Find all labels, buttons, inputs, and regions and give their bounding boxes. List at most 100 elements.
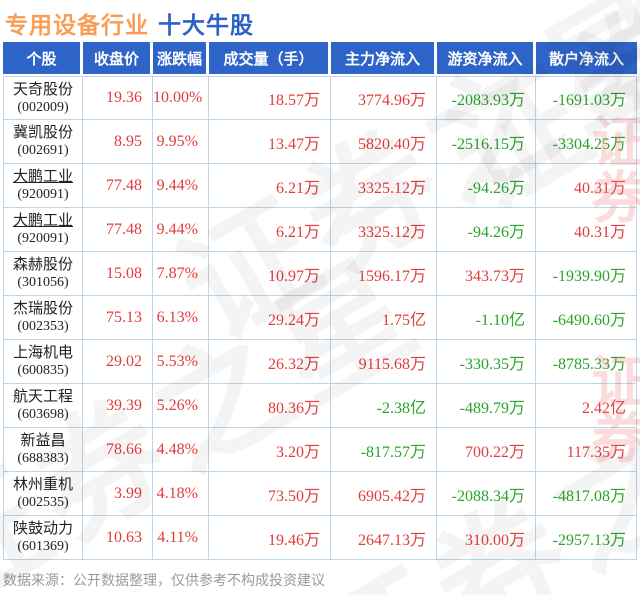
table-row: 新益昌 (688383) 78.66 4.48% 3.20万 -817.57万 700.22… — [3, 428, 637, 472]
cell-retail: -8785.33万 — [536, 340, 637, 384]
table-row: 森赫股份 (301056) 15.08 7.87% 10.97万 1596.17万 343.… — [3, 252, 637, 296]
table-row: 大鹏工业 (920091) 77.48 9.44% 6.21万 3325.12万 -94.2… — [3, 164, 637, 208]
cell-hot: -94.26万 — [437, 164, 536, 208]
title-suffix: 十大牛股 — [158, 12, 254, 38]
cell-main: 3774.96万 — [331, 76, 437, 120]
cell-volume: 73.50万 — [209, 472, 331, 516]
table-row: 林州重机 (002535) 3.99 4.18% 73.50万 6905.42万 -2088… — [3, 472, 637, 516]
stock-name-cell: 陕鼓动力 (601369) — [3, 516, 83, 560]
cell-main: 5820.40万 — [331, 120, 437, 164]
stock-name: 天奇股份 — [12, 80, 73, 98]
stock-name-cell: 天奇股份 (002009) — [3, 76, 83, 120]
cell-retail: 40.31万 — [536, 208, 637, 252]
table-row: 冀凯股份 (002691) 8.95 9.95% 13.47万 5820.40万 -2516… — [3, 120, 637, 164]
cell-retail: -6490.60万 — [536, 296, 637, 340]
stock-name: 杰瑞股份 — [12, 300, 73, 317]
cell-volume: 6.21万 — [209, 208, 331, 252]
stock-name-cell: 航天工程 (603698) — [3, 384, 83, 428]
cell-hot: -2516.15万 — [437, 120, 536, 164]
stock-name-cell: 大鹏工业 (920091) — [3, 164, 83, 208]
table-row: 大鹏工业 (920091) 77.48 9.44% 6.21万 3325.12万 -94.2… — [3, 208, 637, 252]
cell-hot: 343.73万 — [437, 252, 536, 296]
cell-hot: -1.10亿 — [437, 296, 536, 340]
cell-volume: 80.36万 — [209, 384, 331, 428]
column-header: 涨跌幅 — [153, 42, 209, 76]
stock-code: (920091) — [17, 187, 69, 202]
stock-table: 个股 收盘价 涨跌幅 成交量（手） 主力净流入 游资净流入 散户净流入 天奇股份 (00200… — [3, 42, 637, 560]
cell-hot: -2083.93万 — [437, 76, 536, 120]
cell-volume: 3.20万 — [209, 428, 331, 472]
stock-code: (002353) — [17, 319, 69, 334]
cell-main: -2.38亿 — [331, 384, 437, 428]
cell-retail: -1691.03万 — [536, 76, 637, 120]
cell-retail: -3304.25万 — [536, 120, 637, 164]
cell-close: 77.48 — [83, 164, 153, 208]
column-header: 个股 — [3, 42, 83, 76]
cell-close: 39.39 — [83, 384, 153, 428]
cell-main: 3325.12万 — [331, 208, 437, 252]
cell-retail: -1939.90万 — [536, 252, 637, 296]
stock-table-body: 天奇股份 (002009) 19.36 10.00% 18.57万 3774.96万 -20… — [3, 76, 637, 560]
stock-code: (301056) — [17, 275, 69, 290]
page-title: 专用设备行业 十大牛股 — [5, 6, 254, 40]
cell-change: 5.53% — [153, 340, 209, 384]
cell-close: 10.63 — [83, 516, 153, 560]
stock-name[interactable]: 大鹏工业 — [12, 168, 73, 185]
stock-name: 森赫股份 — [12, 256, 73, 273]
stock-code: (920091) — [17, 231, 69, 246]
table-row: 上海机电 (600835) 29.02 5.53% 26.32万 9115.68万 -330… — [3, 340, 637, 384]
table-row: 航天工程 (603698) 39.39 5.26% 80.36万 -2.38亿 -489.7… — [3, 384, 637, 428]
stock-name-cell: 上海机电 (600835) — [3, 340, 83, 384]
cell-close: 78.66 — [83, 428, 153, 472]
cell-change: 4.18% — [153, 472, 209, 516]
data-source-disclaimer: 数据来源：公开数据整理，仅供参考不构成投资建议 — [3, 572, 325, 588]
cell-volume: 29.24万 — [209, 296, 331, 340]
stock-table-header: 个股 收盘价 涨跌幅 成交量（手） 主力净流入 游资净流入 散户净流入 — [3, 42, 637, 76]
cell-main: 1.75亿 — [331, 296, 437, 340]
cell-main: 6905.42万 — [331, 472, 437, 516]
cell-change: 9.44% — [153, 164, 209, 208]
stock-name: 上海机电 — [12, 344, 73, 361]
column-header: 收盘价 — [83, 42, 153, 76]
cell-main: 2647.13万 — [331, 516, 437, 560]
cell-hot: -330.35万 — [437, 340, 536, 384]
stock-code: (603698) — [17, 407, 69, 422]
stock-code: (688383) — [17, 451, 69, 466]
cell-change: 9.95% — [153, 120, 209, 164]
cell-main: -817.57万 — [331, 428, 437, 472]
title-industry: 专用设备行业 — [5, 12, 149, 38]
cell-change: 10.00% — [153, 76, 209, 120]
table-row: 陕鼓动力 (601369) 10.63 4.11% 19.46万 2647.13万 310.… — [3, 516, 637, 560]
header-row: 个股 收盘价 涨跌幅 成交量（手） 主力净流入 游资净流入 散户净流入 — [3, 42, 637, 76]
stock-name: 林州重机 — [12, 476, 73, 493]
column-header: 主力净流入 — [331, 42, 437, 76]
cell-close: 75.13 — [83, 296, 153, 340]
stock-name: 新益昌 — [20, 432, 66, 449]
stock-code: (601369) — [17, 539, 69, 554]
cell-volume: 18.57万 — [209, 76, 331, 120]
column-header: 成交量（手） — [209, 42, 331, 76]
stock-name-cell: 冀凯股份 (002691) — [3, 120, 83, 164]
cell-retail: -4817.08万 — [536, 472, 637, 516]
column-header: 散户净流入 — [536, 42, 637, 76]
cell-change: 6.13% — [153, 296, 209, 340]
cell-volume: 19.46万 — [209, 516, 331, 560]
table-row: 天奇股份 (002009) 19.36 10.00% 18.57万 3774.96万 -20… — [3, 76, 637, 120]
stock-name-cell: 大鹏工业 (920091) — [3, 208, 83, 252]
cell-volume: 26.32万 — [209, 340, 331, 384]
cell-close: 8.95 — [83, 120, 153, 164]
cell-main: 3325.12万 — [331, 164, 437, 208]
cell-main: 1596.17万 — [331, 252, 437, 296]
table-row: 杰瑞股份 (002353) 75.13 6.13% 29.24万 1.75亿 -1.10亿 -… — [3, 296, 637, 340]
stock-name-cell: 林州重机 (002535) — [3, 472, 83, 516]
stock-code: (600835) — [17, 363, 69, 378]
stock-code: (002535) — [17, 495, 69, 510]
cell-retail: 117.35万 — [536, 428, 637, 472]
stock-code: (002009) — [17, 99, 69, 115]
stock-name[interactable]: 大鹏工业 — [12, 212, 73, 229]
cell-change: 4.11% — [153, 516, 209, 560]
cell-hot: -94.26万 — [437, 208, 536, 252]
stock-name-cell: 杰瑞股份 (002353) — [3, 296, 83, 340]
column-header: 游资净流入 — [437, 42, 536, 76]
